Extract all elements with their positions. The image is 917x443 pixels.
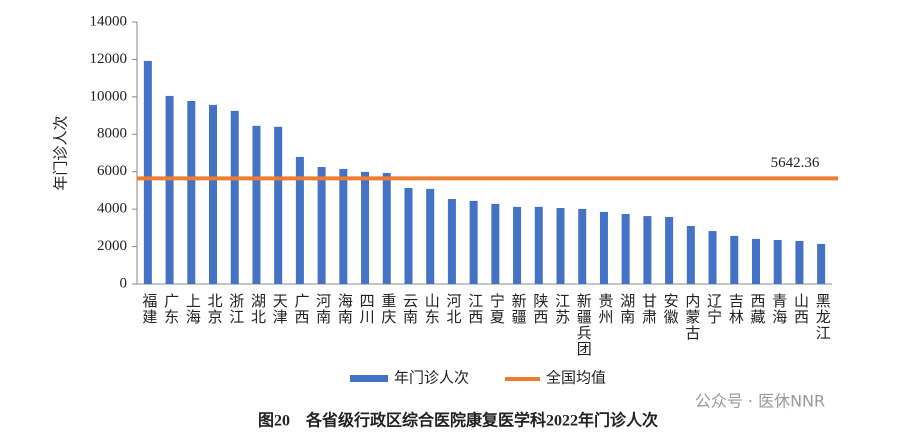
x-tick-label: 新疆 xyxy=(510,293,527,325)
x-tick-label: 广东 xyxy=(162,293,179,325)
y-tick-label: 10000 xyxy=(90,88,128,104)
x-tick-label: 安徽 xyxy=(662,293,679,325)
bar xyxy=(382,173,391,284)
x-tick-label: 宁夏 xyxy=(488,293,505,325)
x-tick-label: 上海 xyxy=(184,293,201,325)
legend-label: 年门诊人次 xyxy=(394,369,469,386)
x-tick-label: 浙江 xyxy=(227,293,244,325)
bar xyxy=(143,60,152,284)
bar xyxy=(491,203,500,284)
x-tick-label: 内蒙古 xyxy=(683,293,700,341)
x-tick-label: 黑龙江 xyxy=(814,293,831,341)
legend-label: 全国均值 xyxy=(546,368,606,386)
bar xyxy=(447,199,456,284)
x-tick-label: 天津 xyxy=(271,293,288,325)
bar xyxy=(317,167,326,284)
x-tick-label: 河南 xyxy=(314,293,331,325)
bar xyxy=(426,188,435,284)
bar xyxy=(599,211,608,284)
bar xyxy=(556,208,565,284)
legend-swatch xyxy=(350,375,388,382)
y-tick-label: 8000 xyxy=(97,126,127,142)
x-tick-label: 新疆兵团 xyxy=(575,293,592,357)
reference-label: 5642.36 xyxy=(771,155,820,171)
bar xyxy=(230,110,239,285)
x-tick-label: 江西 xyxy=(466,293,483,325)
x-tick-label: 湖北 xyxy=(249,293,266,325)
x-tick-label: 河北 xyxy=(444,293,461,325)
bar xyxy=(643,216,652,284)
bar xyxy=(295,156,304,284)
bar xyxy=(686,225,695,284)
bar xyxy=(817,243,826,284)
x-tick-label: 四川 xyxy=(358,293,375,325)
x-tick-label: 山西 xyxy=(792,293,809,325)
bar xyxy=(773,240,782,284)
caption: 图20 各省级行政区综合医院康复医学科2022年门诊人次 xyxy=(258,411,658,430)
x-tick-label: 陕西 xyxy=(531,293,548,325)
x-tick-label: 福建 xyxy=(140,293,157,325)
bar xyxy=(209,104,218,284)
y-tick-label: 0 xyxy=(120,275,128,291)
bar xyxy=(252,125,261,284)
bar xyxy=(404,187,413,284)
bar xyxy=(274,126,283,284)
bar xyxy=(730,235,739,284)
x-tick-label: 北京 xyxy=(206,293,223,325)
x-tick-label: 山东 xyxy=(423,293,439,325)
y-tick-label: 14000 xyxy=(90,13,128,29)
x-tick-label: 湖南 xyxy=(618,293,635,325)
y-tick-label: 6000 xyxy=(97,163,127,179)
x-tick-label: 江苏 xyxy=(553,293,570,325)
x-tick-label: 吉林 xyxy=(727,293,744,325)
bar xyxy=(469,200,478,284)
bar xyxy=(361,171,370,284)
bar xyxy=(534,206,543,284)
x-tick-label: 贵州 xyxy=(597,293,614,325)
y-tick-label: 4000 xyxy=(97,201,127,217)
x-tick-label: 甘肃 xyxy=(640,293,657,325)
bar xyxy=(665,217,674,284)
x-tick-label: 青海 xyxy=(770,293,787,325)
bar xyxy=(339,168,348,284)
x-tick-label: 广西 xyxy=(292,293,309,325)
bar xyxy=(708,231,717,284)
bar xyxy=(165,95,174,285)
bar xyxy=(795,240,804,284)
bar xyxy=(621,214,630,284)
bar xyxy=(751,238,760,284)
x-tick-label: 辽宁 xyxy=(705,293,722,325)
y-tick-label: 12000 xyxy=(90,51,128,67)
bar xyxy=(513,206,522,284)
y-tick-label: 2000 xyxy=(97,238,127,254)
y-axis-title: 年门诊人次 xyxy=(52,115,69,190)
x-tick-label: 海南 xyxy=(336,293,353,325)
x-tick-label: 重庆 xyxy=(379,293,396,325)
watermark: 公众号 · 医休NNR xyxy=(695,392,825,411)
bar xyxy=(187,100,196,284)
x-tick-label: 云南 xyxy=(401,293,418,325)
x-tick-label: 西藏 xyxy=(749,293,766,325)
bar xyxy=(578,208,587,284)
